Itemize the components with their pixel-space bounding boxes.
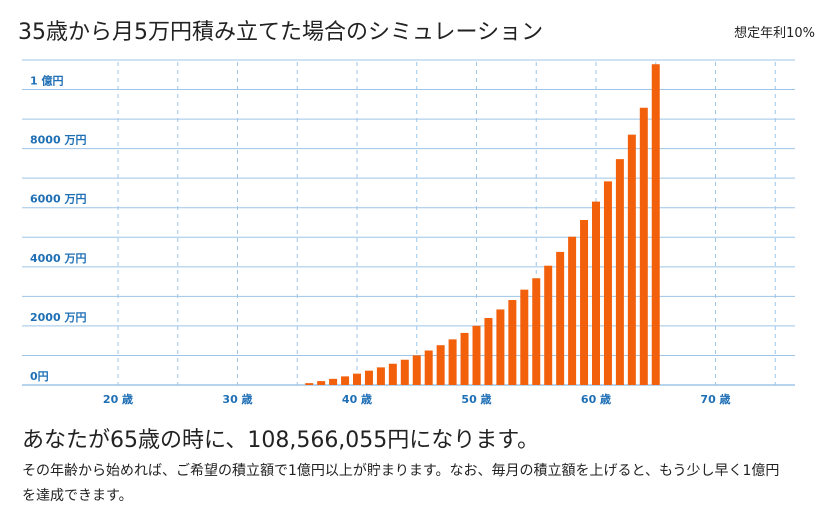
y-tick-label: 2000 万円 [30, 311, 86, 324]
x-tick-label: 70 歳 [700, 392, 730, 406]
bar-age-60 [592, 201, 600, 385]
bar-age-39 [341, 376, 350, 385]
result-text: あなたが65歳の時に、108,566,055円になります。 [22, 428, 540, 453]
bar-age-63 [627, 134, 636, 385]
bar-age-59 [580, 220, 589, 385]
bar-age-62 [615, 159, 624, 385]
description-text: その年齢から始めれば、ご希望の積立額で1億円以上が貯まります。なお、毎月の積立額… [22, 463, 780, 504]
bar-layer [305, 64, 660, 385]
x-tick-label: 40 歳 [342, 392, 372, 406]
bar-age-54 [520, 289, 529, 385]
bar-age-44 [400, 359, 409, 385]
x-tick-label: 30 歳 [222, 392, 252, 406]
bar-age-58 [568, 236, 577, 385]
y-tick-label: 6000 万円 [30, 193, 86, 206]
bar-age-55 [532, 278, 541, 385]
bar-age-42 [376, 367, 385, 385]
bar-age-36 [305, 383, 314, 385]
bar-age-53 [508, 300, 517, 385]
bar-age-61 [603, 181, 612, 385]
bar-age-51 [484, 318, 493, 385]
x-tick-label: 20 歳 [103, 392, 133, 406]
y-tick-label: 8000 万円 [30, 134, 86, 147]
bar-age-40 [353, 373, 361, 385]
bar-age-37 [317, 381, 326, 385]
bar-age-64 [639, 107, 648, 385]
bar-age-65 [651, 64, 660, 385]
x-tick-label: 60 歳 [581, 392, 611, 406]
page-title: 35歳から月5万円積み立てた場合のシミュレーション [18, 20, 544, 45]
label-layer: 0円 2000 万円 4000 万円 6000 万円 8000 万円 1 億円 20 歳 30… [30, 74, 731, 406]
bar-age-57 [556, 251, 565, 385]
grid-layer [22, 59, 795, 386]
y-tick-label: 4000 万円 [30, 252, 86, 265]
interest-rate-label: 想定年利10% [734, 26, 815, 41]
bar-age-49 [460, 332, 469, 385]
bar-age-47 [436, 345, 445, 385]
bar-age-52 [496, 309, 505, 385]
bar-age-46 [424, 350, 433, 385]
bar-age-45 [412, 355, 421, 385]
y-tick-label: 1 億円 [30, 74, 63, 88]
bar-age-43 [388, 363, 397, 385]
bar-age-56 [544, 265, 553, 385]
bar-age-38 [329, 378, 338, 385]
y-tick-label: 0円 [30, 370, 49, 383]
x-tick-label: 50 歳 [461, 392, 491, 406]
bar-age-50 [472, 325, 481, 385]
bar-age-41 [364, 370, 373, 385]
bar-age-48 [448, 339, 457, 385]
